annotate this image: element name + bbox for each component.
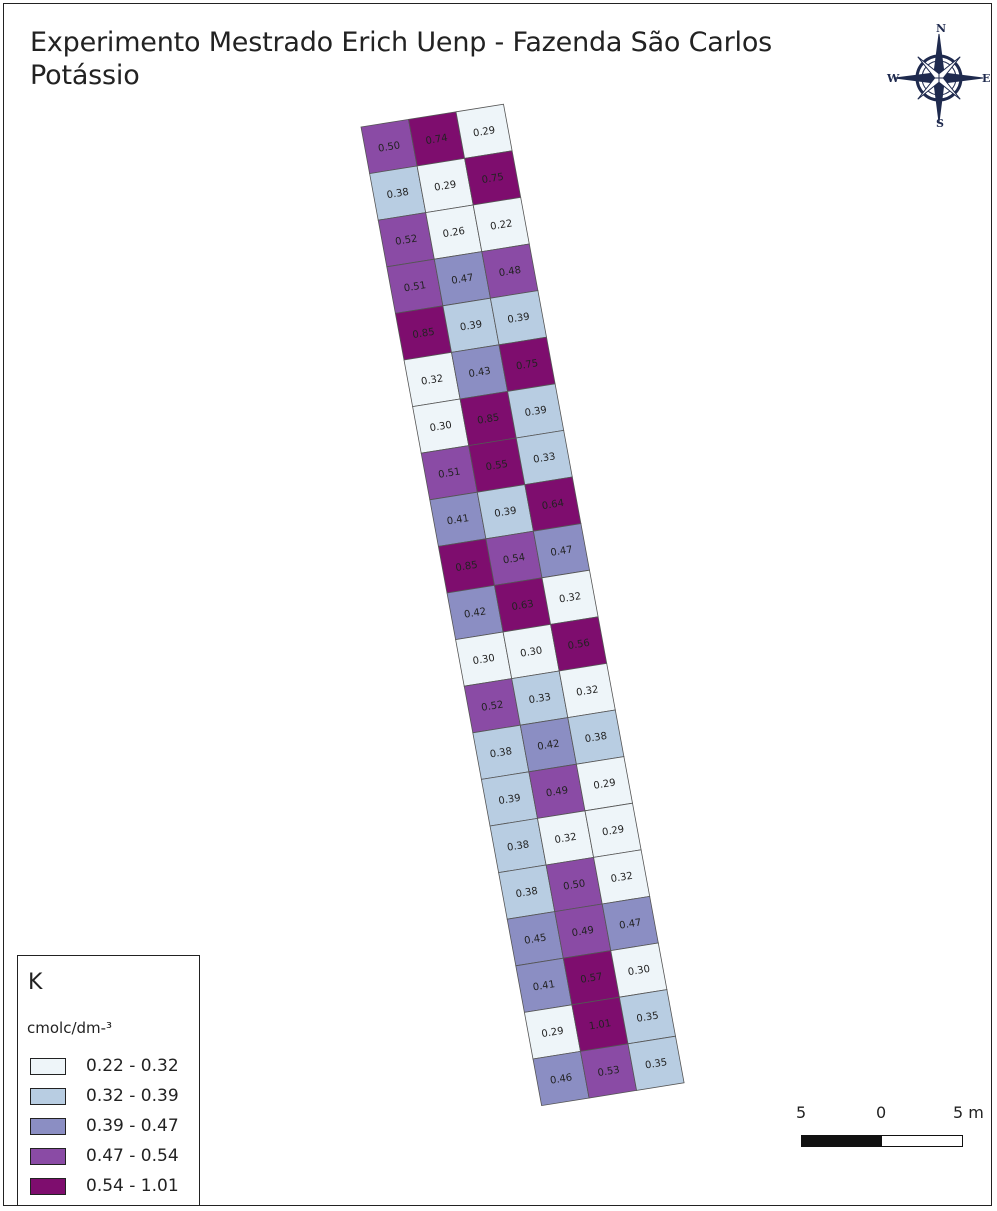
- legend-item: 0.54 - 1.01: [30, 1174, 179, 1198]
- legend-label: 0.47 - 0.54: [86, 1146, 179, 1166]
- legend-label: 0.22 - 0.32: [86, 1056, 179, 1076]
- legend-label: 0.32 - 0.39: [86, 1086, 179, 1106]
- legend-item: 0.39 - 0.47: [30, 1114, 179, 1138]
- scale-bar-graphic: [801, 1135, 963, 1147]
- legend: K cmolc/dm-³ 0.22 - 0.32 0.32 - 0.39 0.3…: [17, 955, 200, 1206]
- scale-label-left: 5: [796, 1103, 807, 1122]
- legend-swatch: [30, 1057, 66, 1075]
- compass-e-label: E: [982, 72, 990, 85]
- legend-swatch: [30, 1117, 66, 1135]
- legend-item: 0.22 - 0.32: [30, 1054, 179, 1078]
- compass-w-label: W: [886, 72, 900, 85]
- scale-label-right: 5 m: [953, 1103, 984, 1122]
- legend-unit: cmolc/dm-³: [27, 1019, 113, 1037]
- compass-n-label: N: [936, 22, 946, 35]
- legend-item: 0.32 - 0.39: [30, 1084, 179, 1108]
- scale-bar: 5 0 5 m: [790, 1103, 990, 1147]
- legend-label: 0.39 - 0.47: [86, 1116, 179, 1136]
- map-title: Experimento Mestrado Erich Uenp - Fazend…: [30, 27, 773, 58]
- legend-item: 0.47 - 0.54: [30, 1144, 179, 1168]
- compass-s-label: S: [936, 117, 944, 130]
- legend-swatch: [30, 1177, 66, 1195]
- legend-label: 0.54 - 1.01: [86, 1176, 179, 1196]
- compass-rose-icon: N S E W: [886, 22, 990, 130]
- legend-swatch: [30, 1087, 66, 1105]
- legend-swatch: [30, 1147, 66, 1165]
- scale-label-mid: 0: [876, 1103, 887, 1122]
- legend-title: K: [28, 970, 43, 995]
- map-subtitle: Potássio: [30, 60, 140, 91]
